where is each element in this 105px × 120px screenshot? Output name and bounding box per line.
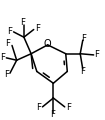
Text: F: F (66, 103, 71, 112)
Text: F: F (94, 50, 99, 59)
Text: F: F (0, 53, 5, 62)
Text: O: O (43, 39, 51, 49)
Text: F: F (81, 67, 86, 76)
Text: F: F (35, 24, 40, 33)
Text: F: F (81, 33, 86, 42)
Text: F: F (4, 70, 9, 79)
Text: F: F (7, 27, 12, 36)
Text: F: F (50, 110, 55, 119)
Text: F: F (5, 39, 10, 48)
Text: F: F (20, 18, 25, 27)
Text: F: F (36, 103, 41, 112)
